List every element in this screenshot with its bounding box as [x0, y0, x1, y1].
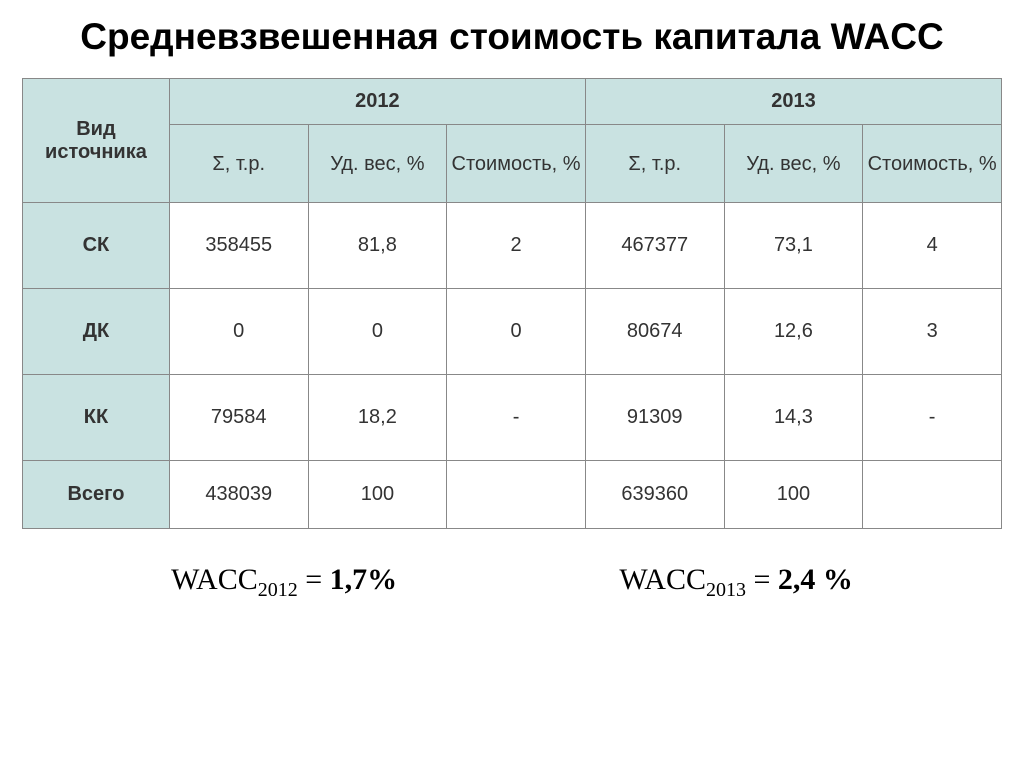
- cell: 2: [447, 203, 586, 289]
- cell: 358455: [169, 203, 308, 289]
- cell: 0: [169, 289, 308, 375]
- page-title: Средневзвешенная стоимость капитала WACC: [0, 0, 1024, 78]
- row-label-totals: Всего: [23, 461, 170, 529]
- cell: 0: [447, 289, 586, 375]
- header-year-2012: 2012: [169, 79, 585, 125]
- cell: 18,2: [308, 375, 447, 461]
- row-label: КК: [23, 375, 170, 461]
- cell: 80674: [585, 289, 724, 375]
- wacc-table: Вид источника 2012 2013 Σ, т.р. Уд. вес,…: [22, 78, 1002, 529]
- subheader-2012-cost: Стоимость, %: [447, 125, 586, 203]
- subheader-2013-sigma: Σ, т.р.: [585, 125, 724, 203]
- cell: [447, 461, 586, 529]
- formula-eq: =: [298, 563, 330, 596]
- formula-val: 2,4 %: [778, 563, 853, 596]
- cell: [863, 461, 1002, 529]
- cell: -: [863, 375, 1002, 461]
- row-label: СК: [23, 203, 170, 289]
- cell: 639360: [585, 461, 724, 529]
- cell: 12,6: [724, 289, 863, 375]
- cell: 81,8: [308, 203, 447, 289]
- cell: 79584: [169, 375, 308, 461]
- table-row: КК 79584 18,2 - 91309 14,3 -: [23, 375, 1002, 461]
- header-year-2013: 2013: [585, 79, 1001, 125]
- cell: 467377: [585, 203, 724, 289]
- formula-eq: =: [746, 563, 778, 596]
- subheader-2013-cost: Стоимость, %: [863, 125, 1002, 203]
- cell: 100: [308, 461, 447, 529]
- table-wrap: Вид источника 2012 2013 Σ, т.р. Уд. вес,…: [0, 78, 1024, 529]
- cell: 0: [308, 289, 447, 375]
- formula-label: WACC: [619, 563, 706, 596]
- cell: 73,1: [724, 203, 863, 289]
- cell: 4: [863, 203, 1002, 289]
- formula-2013: WACC2013 = 2,4 %: [619, 563, 853, 602]
- formula-val: 1,7%: [330, 563, 398, 596]
- table-row: СК 358455 81,8 2 467377 73,1 4: [23, 203, 1002, 289]
- slide-container: Средневзвешенная стоимость капитала WACC…: [0, 0, 1024, 767]
- cell: 91309: [585, 375, 724, 461]
- formula-row: WACC2012 = 1,7% WACC2013 = 2,4 %: [0, 529, 1024, 602]
- row-label: ДК: [23, 289, 170, 375]
- table-row: ДК 0 0 0 80674 12,6 3: [23, 289, 1002, 375]
- formula-2012: WACC2012 = 1,7%: [171, 563, 397, 602]
- formula-sub: 2012: [258, 579, 298, 601]
- cell: 438039: [169, 461, 308, 529]
- formula-sub: 2013: [706, 579, 746, 601]
- cell: 100: [724, 461, 863, 529]
- header-source: Вид источника: [23, 79, 170, 203]
- table-row-totals: Всего 438039 100 639360 100: [23, 461, 1002, 529]
- cell: -: [447, 375, 586, 461]
- cell: 3: [863, 289, 1002, 375]
- formula-label: WACC: [171, 563, 258, 596]
- cell: 14,3: [724, 375, 863, 461]
- subheader-2012-weight: Уд. вес, %: [308, 125, 447, 203]
- subheader-2013-weight: Уд. вес, %: [724, 125, 863, 203]
- subheader-2012-sigma: Σ, т.р.: [169, 125, 308, 203]
